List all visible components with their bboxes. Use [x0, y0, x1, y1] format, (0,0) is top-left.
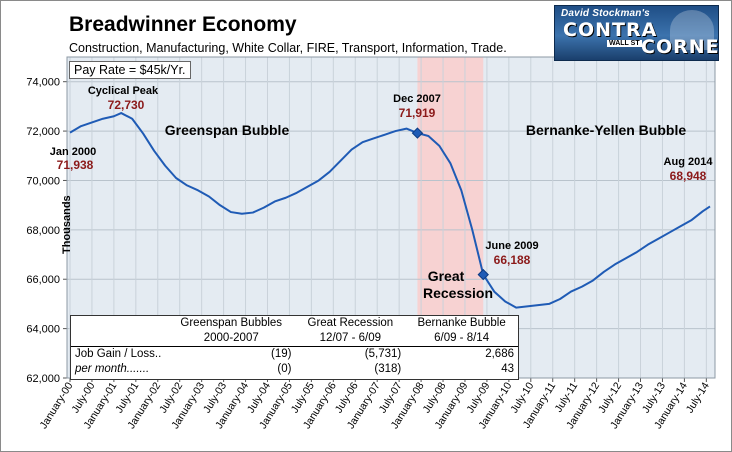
annotation-label: Cyclical Peak: [88, 85, 159, 97]
pay-rate-note: Pay Rate = $45k/Yr.: [69, 61, 191, 79]
table-header-greenspan: Greenspan Bubbles: [180, 317, 283, 329]
y-tick-label: 68,000: [26, 225, 60, 237]
region-label: Bernanke-Yellen Bubble: [526, 122, 686, 138]
logo-contra: CONTRA: [563, 19, 658, 41]
y-tick-label: 66,000: [26, 274, 60, 286]
table-row-label: per month.......: [75, 363, 150, 375]
x-tick-label: January-00: [38, 380, 76, 431]
annotation-value: 66,188: [494, 253, 531, 267]
point-marker: [477, 268, 489, 281]
region-label: Recession: [423, 285, 493, 301]
annotation-label: Dec 2007: [393, 93, 441, 105]
table-header-bernanke: Bernanke Bubble: [417, 317, 506, 329]
annotation-value: 72,730: [108, 98, 145, 112]
chart-subtitle: Construction, Manufacturing, White Colla…: [69, 41, 507, 55]
series-line: [69, 112, 711, 309]
capitol-dome-graphic: [670, 10, 714, 50]
logo-byline: David Stockman's: [561, 8, 650, 19]
y-axis-label: Thousands: [61, 195, 73, 254]
chart-title: Breadwinner Economy: [69, 13, 297, 36]
y-tick-label: 72,000: [26, 126, 60, 138]
y-tick-label: 74,000: [26, 77, 60, 89]
contra-corner-logo: David Stockman's CONTRA WALL ST CORNER: [554, 5, 719, 61]
table-row: Job Gain / Loss.. (19) (5,731) 2,686: [71, 346, 518, 362]
annotation-label: June 2009: [485, 240, 538, 252]
point-marker: [411, 127, 424, 139]
table-period-recession: 12/07 - 6/09: [319, 332, 382, 344]
logo-corner: CORNER: [641, 36, 719, 58]
table-row-label: Job Gain / Loss..: [71, 346, 167, 362]
y-tick-label: 62,000: [26, 373, 60, 385]
table-cell: (318): [374, 363, 402, 375]
table-header-recession: Great Recession: [307, 317, 394, 329]
table-cell: (5,731): [295, 346, 406, 362]
table-row: per month....... (0) (318) 43: [71, 362, 518, 377]
y-tick-label: 70,000: [26, 175, 60, 187]
y-tick-label: 64,000: [26, 324, 60, 336]
annotation-label: Aug 2014: [664, 156, 714, 168]
region-label: Greenspan Bubble: [165, 122, 290, 138]
logo-wall-street-sign: WALL ST: [607, 40, 642, 47]
annotation-value: 71,919: [399, 106, 436, 120]
table-cell: (0): [277, 363, 292, 375]
table-period-bernanke: 6/09 - 8/14: [434, 332, 490, 344]
annotation-value: 71,938: [57, 158, 94, 172]
table-period-greenspan: 2000-2007: [203, 332, 259, 344]
annotation-value: 68,948: [670, 169, 707, 183]
annotation-label: Jan 2000: [50, 146, 96, 158]
table-cell: 43: [501, 363, 514, 375]
table-cell: (19): [167, 346, 296, 362]
job-summary-table: Greenspan Bubbles Great Recession Bernan…: [70, 315, 519, 380]
region-label: Great: [428, 268, 465, 284]
table-cell: 2,686: [405, 346, 518, 362]
